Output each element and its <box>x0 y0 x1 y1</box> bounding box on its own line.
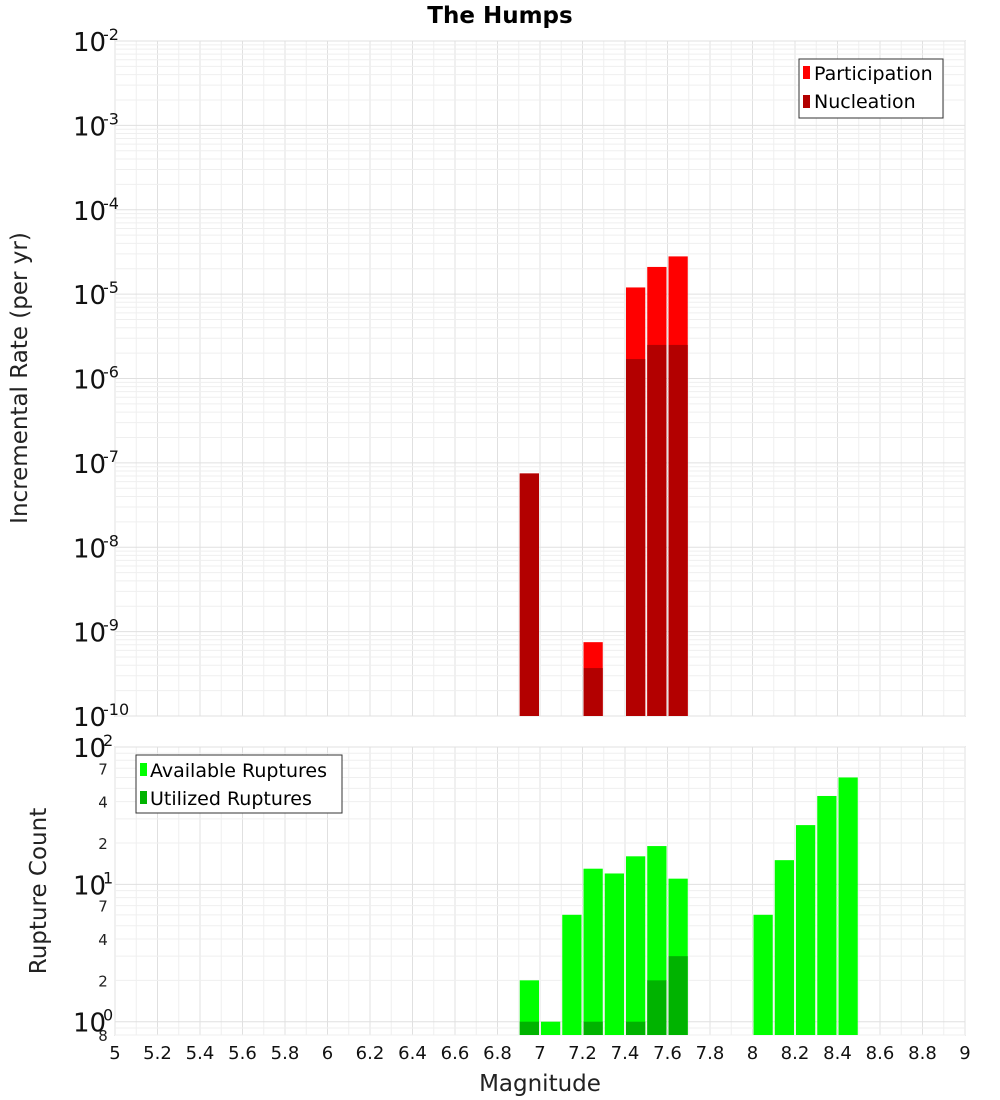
top-y-tick-exponent: -5 <box>103 278 119 297</box>
bottom-bar-available-ruptures <box>838 777 858 1035</box>
top-y-ticks: 10-210-310-410-510-610-710-810-910-10 <box>73 25 129 733</box>
top-y-tick-base: 10 <box>73 28 106 58</box>
bottom-y-tick-exponent: 0 <box>103 1006 113 1025</box>
legend-swatch-participation <box>803 66 810 79</box>
bottom-gridlines <box>114 746 966 1036</box>
x-tick-label: 8.6 <box>866 1043 895 1064</box>
bottom-bar-available-ruptures <box>796 825 816 1035</box>
x-tick-label: 8.4 <box>823 1043 852 1064</box>
x-tick-label: 5.6 <box>228 1043 257 1064</box>
top-y-tick-base: 10 <box>73 197 106 227</box>
bottom-y-tick-minor: 8 <box>98 1027 108 1045</box>
bottom-y-tick-minor: 2 <box>98 835 108 853</box>
top-y-tick-exponent: -4 <box>103 194 119 213</box>
bottom-bar-available-ruptures <box>541 1021 561 1035</box>
bottom-bar-available-ruptures <box>604 873 624 1035</box>
bottom-y-tick-base: 10 <box>73 1009 106 1039</box>
top-y-axis-label: Incremental Rate (per yr) <box>7 232 33 524</box>
bottom-bars <box>519 777 858 1035</box>
bottom-bar-utilized-ruptures <box>583 1021 603 1035</box>
x-tick-label: 6.2 <box>356 1043 385 1064</box>
x-axis-label: Magnitude <box>479 1071 601 1097</box>
x-tick-label: 9 <box>959 1043 970 1064</box>
top-legend: Participation Nucleation <box>798 58 944 119</box>
top-bar-nucleation <box>583 668 603 716</box>
bottom-bar-utilized-ruptures <box>647 980 667 1035</box>
x-ticks: 5 5.2 5.4 5.6 5.8 6 6.2 6.4 6.6 6.8 7 7.2 7.4 7.6 7.8 8… <box>109 1043 970 1064</box>
x-tick-label: 5.2 <box>143 1043 172 1064</box>
top-y-tick-exponent: -10 <box>103 700 129 719</box>
top-y-tick-base: 10 <box>73 281 106 311</box>
bottom-bar-available-ruptures <box>626 856 646 1035</box>
top-y-tick-exponent: -6 <box>103 363 119 382</box>
x-tick-label: 7.2 <box>568 1043 597 1064</box>
bottom-bar-utilized-ruptures <box>519 1021 539 1035</box>
legend-label-participation: Participation <box>814 63 933 85</box>
chart-title: The Humps <box>427 3 572 29</box>
bottom-y-tick-exponent: 1 <box>103 868 113 887</box>
x-tick-label: 6.8 <box>483 1043 512 1064</box>
top-y-tick-exponent: -7 <box>103 447 119 466</box>
top-legend-box <box>798 58 944 119</box>
bottom-bar-available-ruptures <box>562 914 582 1035</box>
x-tick-label: 8 <box>747 1043 758 1064</box>
top-bar-nucleation <box>668 344 688 716</box>
bottom-bar-available-ruptures <box>519 980 539 1035</box>
x-tick-label: 8.2 <box>781 1043 810 1064</box>
legend-swatch-utilized-ruptures <box>140 791 147 804</box>
top-chart-panel: 10-210-310-410-510-610-710-810-910-10 In… <box>7 25 966 733</box>
top-y-tick-base: 10 <box>73 703 106 733</box>
bottom-y-axis-label: Rupture Count <box>26 808 52 974</box>
x-tick-label: 5.8 <box>271 1043 300 1064</box>
x-tick-label: 6.4 <box>398 1043 427 1064</box>
top-bars <box>519 256 688 716</box>
bottom-legend-box <box>135 754 343 814</box>
bottom-bar-available-ruptures <box>817 795 837 1035</box>
bottom-bar-utilized-ruptures <box>668 956 688 1035</box>
x-tick-label: 8.8 <box>908 1043 937 1064</box>
bottom-y-tick-minor: 7 <box>98 760 108 778</box>
top-y-tick-base: 10 <box>73 366 106 396</box>
top-gridlines <box>114 40 966 717</box>
bottom-y-tick-minor: 7 <box>98 898 108 916</box>
legend-label-available-ruptures: Available Ruptures <box>150 760 327 782</box>
x-tick-label: 5 <box>109 1043 120 1064</box>
top-bar-nucleation <box>647 344 667 716</box>
top-y-tick-base: 10 <box>73 619 106 649</box>
top-y-tick-exponent: -9 <box>103 616 119 635</box>
legend-swatch-nucleation <box>803 95 810 108</box>
bottom-bar-utilized-ruptures <box>626 1021 646 1035</box>
bottom-bar-available-ruptures <box>753 914 773 1035</box>
top-bar-nucleation <box>626 359 646 716</box>
top-y-tick-exponent: -3 <box>103 109 119 128</box>
legend-label-utilized-ruptures: Utilized Ruptures <box>150 788 312 810</box>
x-tick-label: 7.4 <box>611 1043 640 1064</box>
bottom-bar-available-ruptures <box>774 860 794 1035</box>
bottom-y-tick-minor: 4 <box>98 794 108 812</box>
top-y-tick-base: 10 <box>73 112 106 142</box>
x-tick-label: 7.6 <box>653 1043 682 1064</box>
legend-label-nucleation: Nucleation <box>814 91 916 113</box>
bottom-y-tick-base: 10 <box>73 734 106 764</box>
legend-swatch-available-ruptures <box>140 763 147 776</box>
top-y-tick-exponent: -2 <box>103 25 119 44</box>
x-tick-label: 6.6 <box>441 1043 470 1064</box>
bottom-legend: Available Ruptures Utilized Ruptures <box>135 754 343 814</box>
x-tick-label: 6 <box>322 1043 333 1064</box>
top-y-tick-base: 10 <box>73 450 106 480</box>
x-tick-label: 7 <box>534 1043 545 1064</box>
top-y-tick-base: 10 <box>73 534 106 564</box>
bottom-bar-available-ruptures <box>583 868 603 1035</box>
bottom-y-tick-base: 10 <box>73 871 106 901</box>
bottom-y-tick-minor: 2 <box>98 972 108 990</box>
top-y-tick-exponent: -8 <box>103 531 119 550</box>
bottom-y-tick-exponent: 2 <box>103 731 113 750</box>
bottom-y-tick-minor: 4 <box>98 931 108 949</box>
x-tick-label: 7.8 <box>696 1043 725 1064</box>
x-tick-label: 5.4 <box>186 1043 215 1064</box>
top-bar-nucleation <box>519 473 539 716</box>
